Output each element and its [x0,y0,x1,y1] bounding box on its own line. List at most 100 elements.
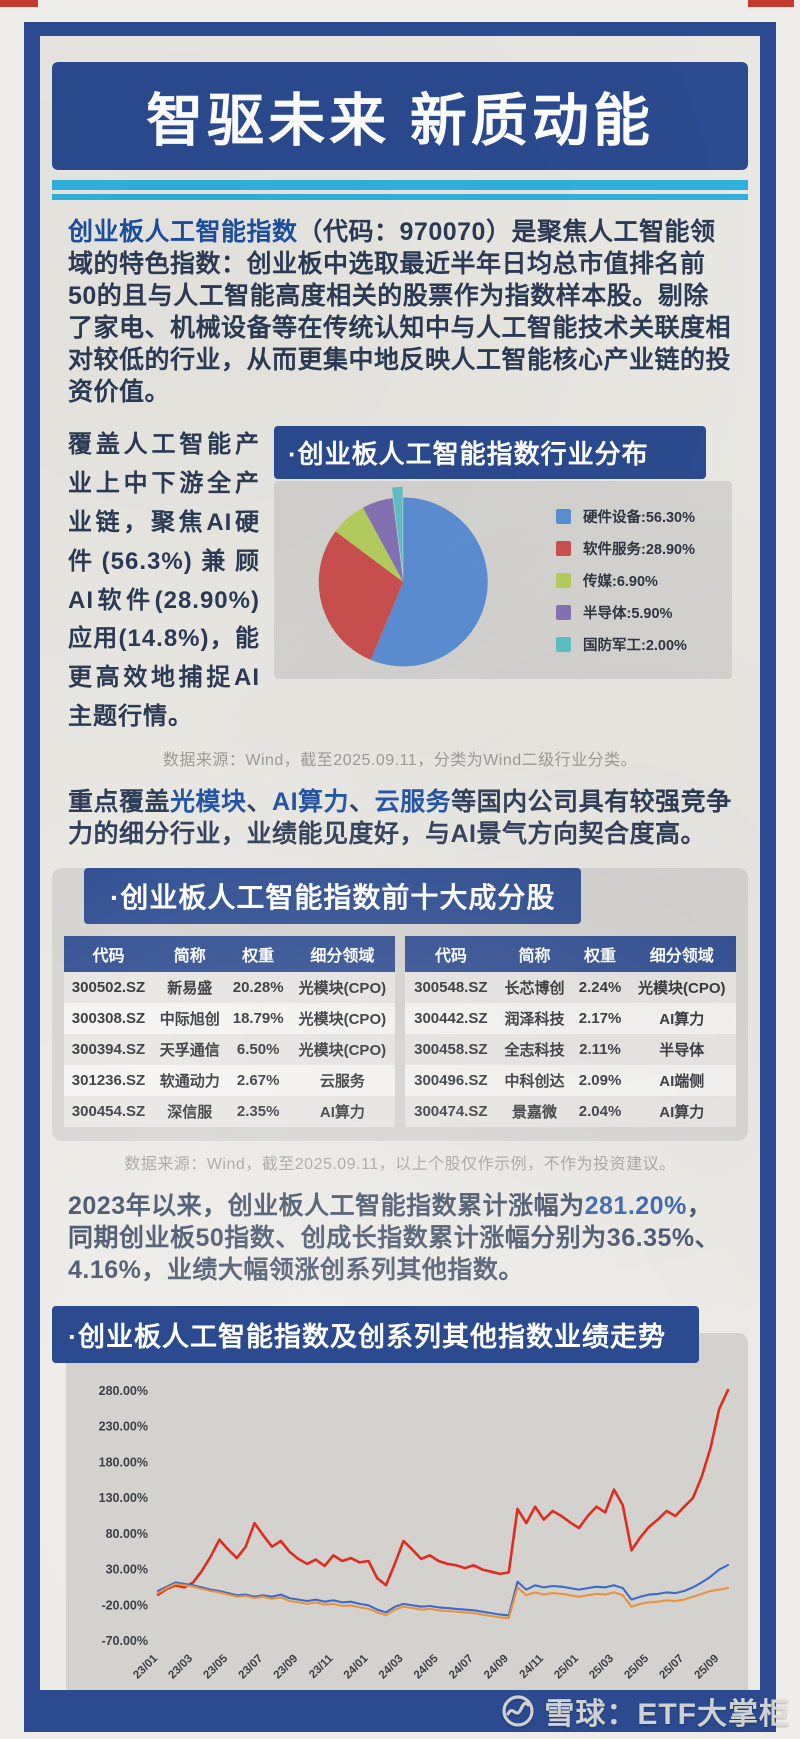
table-cell: AI算力 [289,1096,395,1127]
table-cell: 300502.SZ [64,972,153,1003]
pie-slice-2 [335,507,404,582]
table-cell: 300458.SZ [405,1034,497,1065]
corner-accent-left [0,0,38,7]
industry-pie-panel: 硬件设备:56.30% 软件服务:28.90% 传媒:6.90% 半导体:5.90% 国… [274,481,732,679]
x-axis-tick-label: 24/11 [518,1652,547,1681]
table-cell: 2.17% [572,1003,628,1034]
pie-legend-item: 硬件设备:56.30% [556,506,695,527]
table-cell: 300308.SZ [64,1003,153,1034]
pie-slice-0 [370,497,488,667]
table-cell: 新易盛 [153,972,227,1003]
x-axis-tick-label: 23/05 [201,1652,230,1681]
body-text: 等国内公司具有较强竞争力的细分行业，业绩能见度好，与AI景气方向契合度高。 [68,788,732,848]
column-header: 简称 [153,936,227,972]
holdings-tables: 代码 简称 权重 细分领域 300502.SZ 新易盛 20.28% 光模块(CPO) 3003… [52,936,748,1127]
table-cell: 2.11% [572,1034,628,1065]
title-banner: 智驱未来 新质动能 [52,62,748,170]
table-cell: 300496.SZ [405,1065,497,1096]
x-axis-tick-label: 23/07 [237,1653,266,1682]
industry-section: 覆盖人工智能产业上中下游全产业链，聚焦AI硬件(56.3%)兼顾AI软件(28.… [68,426,732,737]
table-cell: 300394.SZ [64,1034,153,1065]
table-row: 300394.SZ 天孚通信 6.50% 光模块(CPO) [64,1034,395,1065]
highlighted-text: 光模块 [170,788,247,816]
column-header: 简称 [496,936,573,972]
pie-slice-3 [363,498,404,582]
x-axis-tick-label: 23/09 [272,1653,301,1682]
y-axis-tick-label: 130.00% [99,1491,148,1505]
column-header: 代码 [64,936,153,972]
table-cell: 全志科技 [496,1034,573,1065]
trend-line-chart: 280.00% 230.00% 180.00% 130.00% 80.00% 30.00%… [99,1384,730,1682]
table-row: 300442.SZ 润泽科技 2.17% AI算力 [405,1003,736,1034]
x-axis-tick-label: 23/03 [166,1653,195,1682]
table-cell: 光模块(CPO) [289,972,395,1003]
x-axis-tick-label: 24/07 [447,1653,476,1682]
y-axis-tick-label: -70.00% [101,1634,148,1648]
table-cell: 天孚通信 [153,1034,227,1065]
pie-legend-item: 软件服务:28.90% [556,538,695,559]
table-header-row: 代码 简称 权重 细分领域 [405,936,736,972]
legend-label: 传媒:6.90% [583,573,658,590]
body-text: 2023年以来，创业板人工智能指数累计涨幅为 [68,1192,585,1220]
table-row: 300502.SZ 新易盛 20.28% 光模块(CPO) [64,972,395,1003]
column-header: 权重 [572,936,628,972]
table-cell: 软通动力 [153,1065,227,1096]
legend-label: 创业板50 [427,1696,481,1711]
poster-frame: 智驱未来 新质动能 创业板人工智能指数（代码：970070）是聚焦人工智能领域的… [24,22,776,1732]
trend-legend-item: 创业板50 [385,1693,480,1712]
table-cell: 中科创达 [496,1065,573,1096]
table-row: 300308.SZ 中际旭创 18.79% 光模块(CPO) [64,1003,395,1034]
legend-swatch-icon [556,604,571,620]
legend-label: 创业板人工智能 [230,1696,322,1711]
table-cell: AI端侧 [627,1065,736,1096]
line-series-1 [156,1563,730,1617]
line-series-0 [156,1388,730,1596]
table-cell: 300548.SZ [405,972,497,1003]
trend-header: ·创业板人工智能指数及创系列其他指数业绩走势 [52,1306,700,1363]
column-header: 细分领域 [627,936,736,972]
pie-slice-4 [391,486,403,572]
table-cell: 301236.SZ [64,1065,153,1096]
pie-legend-item: 国防军工:2.00% [556,634,695,655]
legend-label: 半导体:5.90% [583,605,673,622]
table-cell: 2.24% [572,972,628,1003]
holdings-source-note: 数据来源：Wind，截至2025.09.11，以上个股仅作示例，不作为投资建议。 [124,1156,676,1173]
table-cell: 中际旭创 [153,1003,227,1034]
x-axis-tick-label: 24/05 [412,1652,441,1681]
performance-paragraph: 2023年以来，创业板人工智能指数累计涨幅为281.20%，同期创业板50指数、… [68,1190,732,1286]
focus-paragraph: 重点覆盖光模块、AI算力、云服务等国内公司具有较强竞争力的细分行业，业绩能见度好… [68,786,732,850]
x-axis-tick-label: 25/09 [693,1653,722,1682]
table-cell: 深信服 [153,1096,227,1127]
table-cell: 2.35% [226,1096,290,1127]
industry-distribution-header: ·创业板人工智能指数行业分布 [274,426,706,479]
divider-stripes [52,180,748,200]
table-row: 300454.SZ 深信服 2.35% AI算力 [64,1096,395,1127]
table-cell: 半导体 [627,1034,736,1065]
table-cell: 300474.SZ [405,1096,497,1127]
highlighted-text: AI算力 [272,788,350,816]
table-cell: 光模块(CPO) [289,1034,395,1065]
table-row: 301236.SZ 软通动力 2.67% 云服务 [64,1065,395,1096]
legend-label: 硬件设备:56.30% [583,509,696,526]
legend-line-swatch-icon [385,1701,419,1705]
y-axis-tick-label: 230.00% [99,1420,148,1434]
page-title: 智驱未来 新质动能 [146,89,654,153]
table-cell: 300442.SZ [405,1003,497,1034]
table-cell: 云服务 [289,1065,395,1096]
legend-line-swatch-icon [188,1701,222,1705]
watermark: 雪球：ETF大掌柜 [501,1689,790,1733]
cyan-stripe-thin [52,194,748,200]
pie-legend-item: 半导体:5.90% [556,602,695,623]
x-axis-tick-label: 23/01 [131,1652,160,1681]
industry-chart-column: ·创业板人工智能指数行业分布 硬件设备:56.30% 软件服务:28.90% 传媒:… [274,426,732,737]
legend-label: 软件服务:28.90% [583,541,696,558]
y-axis-tick-label: 280.00% [99,1384,148,1398]
industry-side-text: 覆盖人工智能产业上中下游全产业链，聚焦AI硬件(56.3%)兼顾AI软件(28.… [68,431,260,731]
table-cell: AI算力 [627,1003,736,1034]
table-cell: 景嘉微 [496,1096,573,1127]
highlighted-text: 281.20% [584,1192,687,1220]
trend-section: ·创业板人工智能指数及创系列其他指数业绩走势 280.00% 230.00% 180… [52,1306,748,1712]
table-header-row: 代码 简称 权重 细分领域 [64,936,395,972]
table-row: 300458.SZ 全志科技 2.11% 半导体 [405,1034,736,1065]
